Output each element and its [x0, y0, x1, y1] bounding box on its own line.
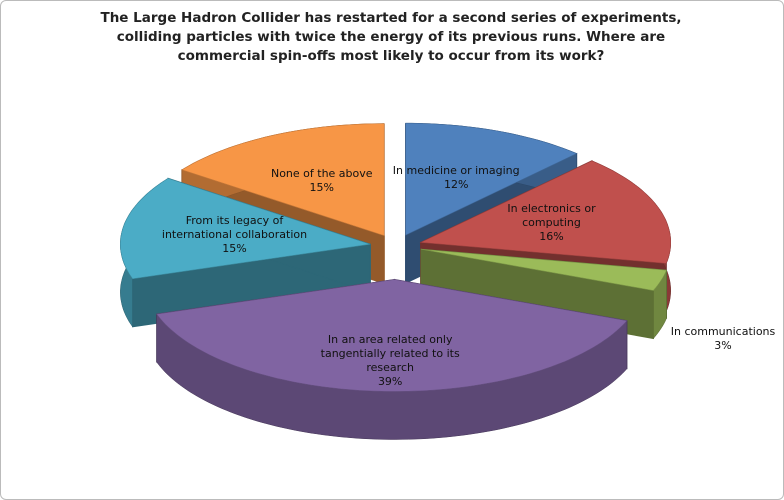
slice-top: [420, 248, 667, 291]
category-label: From its legacy of international collabo…: [161, 213, 308, 241]
slice-top: [156, 279, 628, 392]
category-label: In electronics or computing: [507, 202, 596, 230]
data-label: From its legacy of international collabo…: [160, 214, 310, 256]
category-label: In communications: [670, 325, 776, 338]
data-label: None of the above 15%: [247, 167, 397, 195]
category-label: In an area related only tangentially rel…: [320, 333, 460, 375]
data-label: In communications 3%: [648, 325, 783, 353]
value-label: 15%: [222, 241, 247, 255]
slice: [156, 278, 628, 440]
data-label: In an area related only tangentially rel…: [315, 333, 465, 389]
slice-top: [119, 177, 371, 280]
value-label: 39%: [377, 375, 403, 389]
value-label: 3%: [714, 339, 732, 352]
slice-top: [181, 123, 385, 237]
slice-top: [419, 160, 671, 264]
slice-top: [405, 122, 578, 236]
value-label: 15%: [309, 180, 334, 194]
chart-title: The Large Hadron Collider has restarted …: [100, 10, 682, 64]
slice: [119, 177, 371, 328]
category-label: In medicine or imaging: [392, 163, 520, 177]
data-label: In electronics or computing 16%: [476, 202, 626, 244]
value-label: 16%: [539, 230, 564, 244]
data-label: In medicine or imaging 12%: [381, 164, 531, 192]
category-label: None of the above: [270, 166, 373, 180]
value-label: 12%: [443, 177, 469, 191]
